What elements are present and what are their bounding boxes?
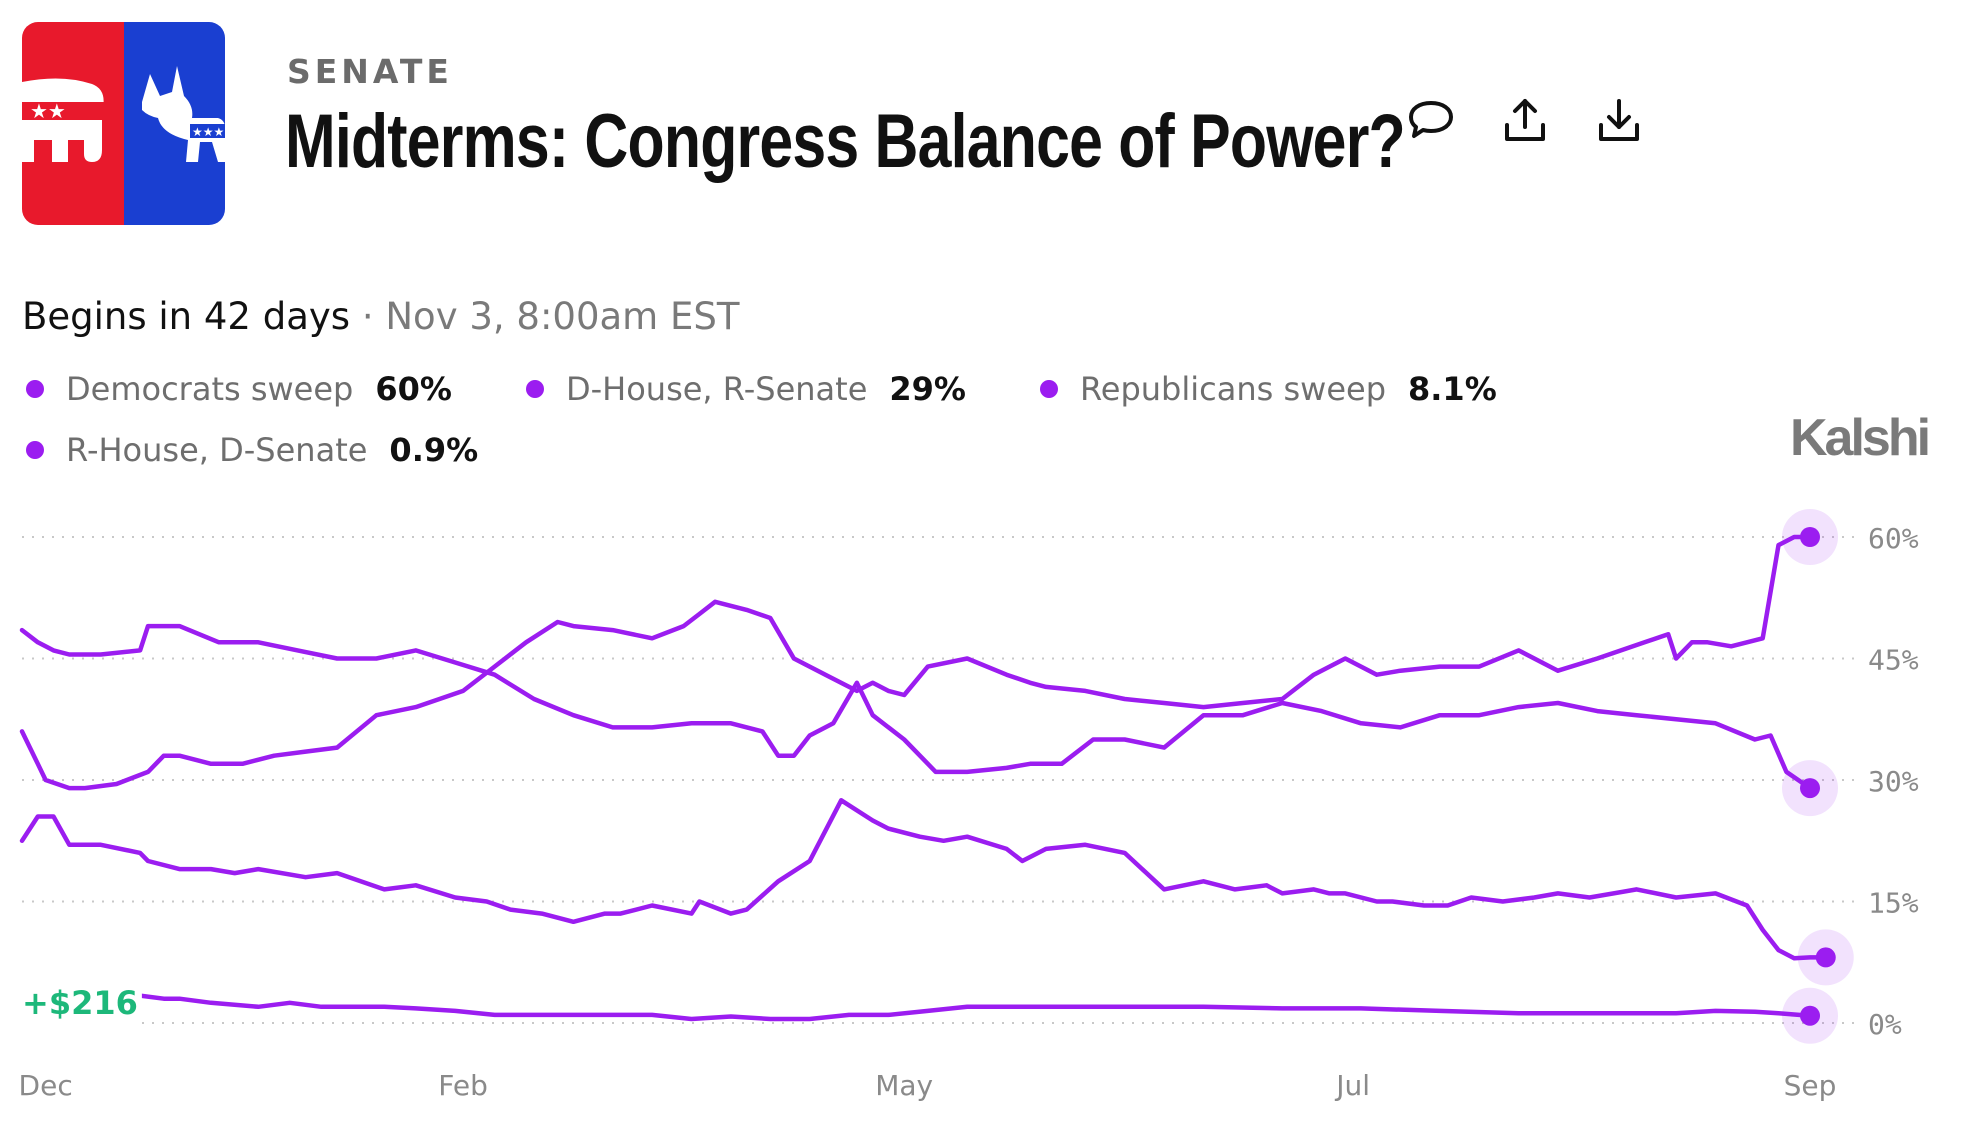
y-tick-label: 60% [1868,522,1919,555]
x-tick-label: Jul [1334,1069,1370,1102]
y-tick-label: 45% [1868,644,1919,677]
svg-text:★★: ★★ [30,99,66,123]
endpoint-marker [1800,778,1820,799]
svg-text:★★★: ★★★ [192,125,224,139]
series-line [19,623,1813,791]
y-tick-label: 30% [1868,765,1919,798]
download-icon[interactable] [1593,95,1645,147]
x-tick-label: Dec [19,1069,73,1102]
legend-value: 8.1% [1408,370,1497,408]
endpoint-marker [1800,1005,1820,1026]
endpoint-marker [1800,527,1820,547]
legend-item-republicans-sweep[interactable]: Republicans sweep 8.1% [1036,370,1497,408]
series-layer [19,534,1829,1022]
y-tick-label: 0% [1868,1008,1902,1041]
legend-label: Republicans sweep [1079,370,1386,408]
grid-layer [22,536,1855,1024]
brand-logo: Kalshi [1790,409,1931,467]
legend-dot [26,380,44,398]
legend-value: 29% [889,370,966,408]
party-logo-image: ★★ ★★★ [22,22,225,225]
legend-label: D-House, R-Senate [565,370,868,408]
separator: · [350,295,386,338]
category-label: SENATE [287,52,453,91]
page-title: Midterms: Congress Balance of Power? [285,99,1406,184]
chart-legend: Democrats sweep 60% D-House, R-Senate 29… [22,368,1502,490]
legend-value: 0.9% [389,431,479,469]
x-tick-label: Feb [438,1069,488,1102]
legend-value: 60% [375,370,452,408]
begins-countdown: Begins in 42 days [22,295,351,338]
legend-item-d-house-r-senate[interactable]: D-House, R-Senate 29% [522,370,966,408]
annotation-backing [18,982,142,1024]
y-tick-label: 15% [1868,887,1919,920]
legend-label: Democrats sweep [66,370,354,408]
endpoint-marker [1815,947,1836,968]
legend-dot [1039,380,1058,398]
comment-icon[interactable] [1405,95,1457,147]
x-tick-label: Sep [1784,1069,1837,1102]
series-line [19,534,1813,791]
legend-item-r-house-d-senate[interactable]: R-House, D-Senate 0.9% [22,431,478,469]
series-line [130,992,1813,1022]
legend-dot [525,380,544,398]
x-tick-label: May [875,1069,933,1102]
series-line [19,798,1829,961]
legend-dot [26,441,44,459]
legend-label: R-House, D-Senate [66,431,368,469]
label-layer: 0% 15% 30% 45% 60% Dec Feb May Jul Sep [19,522,1919,1102]
event-status: Begins in 42 days · Nov 3, 8:00am EST [22,295,739,338]
profit-annotation: +$216 [22,984,138,1022]
legend-item-democrats-sweep[interactable]: Democrats sweep 60% [22,370,452,408]
party-logo: ★★ ★★★ [22,22,225,225]
action-bar [1405,95,1645,147]
share-icon[interactable] [1499,95,1551,147]
marker-layer [1782,509,1854,1044]
event-date: Nov 3, 8:00am EST [385,295,740,338]
